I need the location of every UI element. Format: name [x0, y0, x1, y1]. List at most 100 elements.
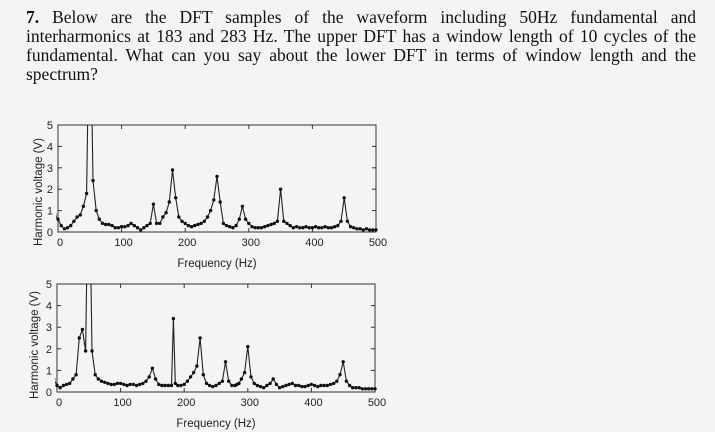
plot-frame [57, 124, 377, 233]
data-point [354, 386, 358, 390]
data-point [186, 223, 191, 228]
data-point [154, 221, 159, 226]
data-point [183, 221, 187, 226]
data-point [103, 380, 107, 384]
data-point [370, 387, 374, 391]
data-point [352, 226, 356, 230]
data-point [158, 221, 162, 226]
data-point [333, 225, 337, 229]
x-tick-label: 500 [369, 237, 387, 249]
data-point [246, 344, 250, 349]
data-point [255, 383, 259, 388]
y-tick-label: 2 [47, 184, 53, 196]
data-point [147, 375, 151, 379]
data-point [335, 379, 339, 383]
data-point [142, 226, 146, 230]
data-point [259, 226, 264, 230]
x-tick-label: 100 [114, 237, 132, 249]
data-point [171, 316, 176, 321]
data-point [303, 384, 307, 389]
data-point [96, 377, 101, 381]
x-tick-label: 100 [113, 397, 131, 409]
data-point [224, 223, 229, 228]
question-text-block: 7. Below are the DFT samples of the wave… [26, 8, 696, 84]
data-point [182, 382, 186, 387]
data-point [298, 226, 302, 230]
data-point [112, 382, 116, 387]
data-point [265, 383, 269, 388]
y-tick-label: 5 [46, 279, 52, 291]
y-tick-label: 2 [46, 344, 52, 356]
data-point [129, 221, 133, 226]
data-point [373, 387, 377, 391]
data-point [363, 387, 368, 391]
data-point [319, 383, 323, 388]
data-point [240, 204, 245, 208]
data-point [252, 381, 256, 386]
y-tick-label: 4 [47, 141, 53, 153]
y-tick-label: 3 [46, 322, 52, 334]
data-point [250, 225, 254, 229]
data-point [56, 213, 57, 217]
data-point [374, 228, 378, 232]
data-point [263, 225, 267, 229]
data-point [357, 386, 361, 390]
data-point [153, 377, 158, 381]
data-point [274, 382, 279, 387]
data-point [188, 375, 193, 379]
data-point [211, 384, 215, 389]
data-point [307, 226, 311, 230]
data-point [99, 379, 104, 383]
y-tick-label: 4 [46, 301, 52, 313]
data-point [77, 336, 82, 340]
data-point [207, 383, 212, 388]
data-point [293, 383, 298, 388]
data-point [100, 221, 105, 226]
data-point [317, 226, 321, 230]
data-point [126, 223, 130, 228]
data-point [223, 360, 228, 364]
data-point [145, 223, 149, 228]
data-point [348, 225, 353, 229]
data-point [243, 217, 248, 221]
data-point [231, 226, 235, 230]
data-point [118, 381, 123, 386]
data-point [316, 384, 320, 389]
data-point [291, 226, 295, 230]
data-point [141, 381, 145, 386]
data-point [56, 217, 60, 221]
data-point [227, 379, 231, 383]
data-point [107, 222, 111, 227]
data-point [161, 215, 165, 219]
data-point [239, 377, 244, 381]
data-point [212, 198, 216, 202]
data-point [313, 225, 318, 229]
data-point [64, 382, 69, 387]
data-point [339, 219, 343, 223]
data-point [115, 381, 120, 386]
data-point [242, 370, 247, 375]
data-point [202, 219, 206, 223]
data-point [74, 373, 78, 377]
data-point [139, 228, 143, 232]
plot-frame [56, 283, 376, 393]
data-point [131, 382, 135, 387]
data-point [55, 383, 59, 388]
data-point [366, 387, 371, 391]
data-point [234, 223, 238, 228]
data-point [204, 381, 209, 386]
data-point [81, 204, 86, 208]
data-point [104, 222, 108, 227]
data-point [163, 383, 167, 388]
data-point [312, 383, 317, 388]
x-tick-label: 200 [177, 397, 195, 409]
data-point [116, 226, 121, 230]
data-point [132, 223, 136, 228]
data-point [55, 377, 56, 381]
data-point [151, 202, 156, 206]
y-tick-label: 3 [47, 163, 53, 175]
data-point [341, 360, 345, 364]
data-point [199, 221, 203, 226]
data-point [169, 383, 174, 388]
data-point [69, 223, 73, 228]
